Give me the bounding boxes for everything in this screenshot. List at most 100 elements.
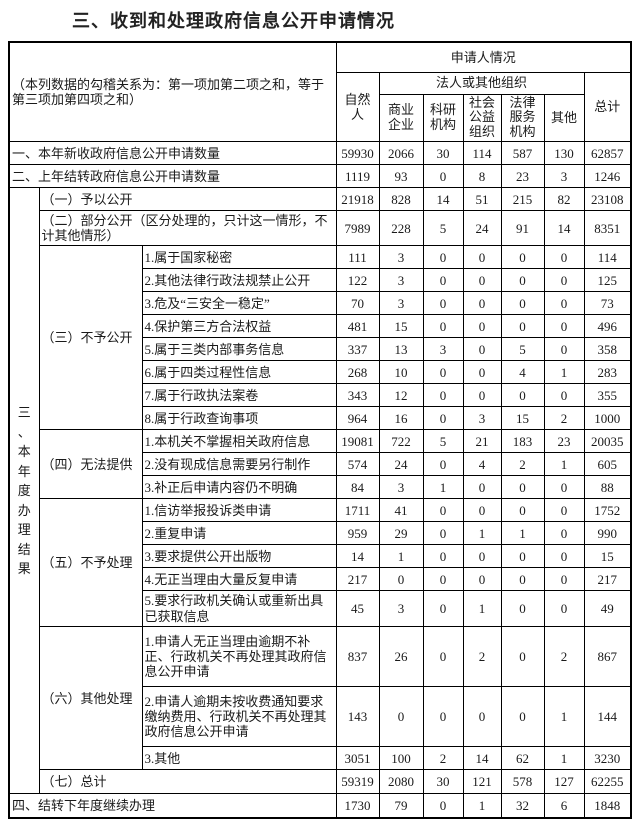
- value-cell: 59930: [335, 141, 380, 166]
- value-cell: 12: [378, 383, 424, 408]
- value-cell: 0: [543, 567, 585, 592]
- value-cell: 5: [422, 429, 464, 454]
- table-row: 8.属于行政查询事项 964 16 0 3 15 2 1000: [9, 406, 632, 431]
- item-label: 4.保护第三方合法权益: [141, 314, 337, 339]
- subsection-label-refused: （三）不予公开: [38, 245, 143, 431]
- value-cell: 587: [500, 141, 545, 166]
- table-row: 一、本年新收政府信息公开申请数量 59930 2066 30 114 587 1…: [8, 141, 632, 166]
- value-cell: 0: [500, 686, 545, 748]
- item-label: 2.其他法律行政法规禁止公开: [141, 268, 337, 293]
- value-cell: 2: [422, 746, 464, 771]
- value-cell: 15: [500, 406, 545, 431]
- header-org-type-legal-service: 法律服务机构: [500, 93, 545, 143]
- value-cell: 0: [500, 590, 545, 628]
- item-label: 1.属于国家秘密: [141, 245, 337, 270]
- table-row: （四）无法提供 1.本机关不掌握相关政府信息 19081 722 5 21 18…: [9, 429, 632, 500]
- value-cell: 0: [422, 406, 464, 431]
- value-cell: 3051: [335, 746, 380, 771]
- value-cell: 1: [462, 521, 502, 546]
- value-cell: 2: [462, 626, 502, 688]
- header-legal-or-other-org: 法人或其他组织: [378, 71, 585, 95]
- value-cell: 45: [335, 590, 380, 628]
- subsection-label-unable: （四）无法提供: [38, 429, 143, 500]
- value-cell: 0: [462, 383, 502, 408]
- application-stats-table: （本列数据的勾稽关系为：第一项加第二项之和，等于第三项加第四项之和） 申请人情况…: [8, 41, 633, 819]
- table-row: 二、上年结转政府信息公开申请数量 1119 93 0 8 23 3 1246: [8, 164, 632, 189]
- value-cell: 3: [422, 337, 464, 362]
- value-cell: 20035: [583, 429, 632, 454]
- value-cell: 127: [543, 769, 585, 795]
- value-cell: 0: [543, 314, 585, 339]
- item-label: 6.属于四类过程性信息: [141, 360, 337, 385]
- item-label: 5.要求行政机关确认或重新出具已获取信息: [141, 590, 337, 628]
- value-cell: 0: [462, 544, 502, 569]
- value-cell: 867: [583, 626, 632, 688]
- value-cell: 15: [583, 544, 632, 569]
- item-label: 4.无正当理由大量反复申请: [141, 567, 337, 592]
- header-applicant-situation: 申请人情况: [335, 41, 632, 73]
- value-cell: 0: [462, 475, 502, 500]
- value-cell: 2: [500, 452, 545, 477]
- value-cell: 3: [543, 164, 585, 189]
- value-cell: 0: [500, 475, 545, 500]
- value-cell: 8351: [583, 210, 632, 247]
- table-row: 3.危及“三安全一稳定” 70 3 0 0 0 0 73: [9, 291, 632, 316]
- value-cell: 4: [462, 452, 502, 477]
- value-cell: 7989: [335, 210, 380, 247]
- value-cell: 0: [422, 567, 464, 592]
- value-cell: 1000: [583, 406, 632, 431]
- value-cell: 337: [335, 337, 380, 362]
- value-cell: 0: [462, 567, 502, 592]
- value-cell: 3: [378, 475, 424, 500]
- value-cell: 88: [583, 475, 632, 500]
- header-org-type-public-welfare: 社会公益组织: [462, 93, 502, 143]
- value-cell: 125: [583, 268, 632, 293]
- value-cell: 481: [335, 314, 380, 339]
- value-cell: 26: [378, 626, 424, 688]
- value-cell: 144: [583, 686, 632, 748]
- value-cell: 0: [422, 291, 464, 316]
- item-label: 1.本机关不掌握相关政府信息: [141, 429, 337, 454]
- value-cell: 32: [500, 793, 545, 819]
- value-cell: 0: [500, 245, 545, 270]
- table-row: 3.要求提供公开出版物 14 1 0 0 0 0 15: [9, 544, 632, 569]
- header-total: 总计: [583, 71, 632, 143]
- value-cell: 1: [462, 793, 502, 819]
- item-label: 1.申请人无正当理由逾期不补正、行政机关不再处理其政府信息公开申请: [141, 626, 337, 688]
- header-org-type-label: 社会公益组织: [469, 94, 496, 140]
- value-cell: 0: [500, 498, 545, 523]
- table-row: 自然人 法人或其他组织 总计: [9, 71, 632, 143]
- value-cell: 1: [543, 686, 585, 748]
- header-natural-person: 自然人: [335, 71, 380, 143]
- value-cell: 0: [543, 383, 585, 408]
- row-label-new-applications: 一、本年新收政府信息公开申请数量: [8, 141, 337, 166]
- value-cell: 91: [500, 210, 545, 247]
- table-row: （二）部分公开（区分处理的，只计这一情形，不计其他情形） 7989 228 5 …: [9, 210, 632, 247]
- section-label-this-year-results: 三、本年度办理结果: [8, 187, 40, 795]
- table-row: 6.属于四类过程性信息 268 10 0 0 4 1 283: [9, 360, 632, 385]
- value-cell: 355: [583, 383, 632, 408]
- value-cell: 0: [500, 314, 545, 339]
- value-cell: 3230: [583, 746, 632, 771]
- value-cell: 0: [462, 337, 502, 362]
- value-cell: 0: [543, 268, 585, 293]
- value-cell: 0: [462, 291, 502, 316]
- value-cell: 24: [462, 210, 502, 247]
- value-cell: 16: [378, 406, 424, 431]
- value-cell: 0: [462, 314, 502, 339]
- table-row: 三、本年度办理结果 （一）予以公开 21918 828 14 51 215 82…: [8, 187, 632, 795]
- value-cell: 828: [378, 187, 424, 212]
- value-cell: 2080: [378, 769, 424, 795]
- value-cell: 0: [500, 291, 545, 316]
- table-row: 5.属于三类内部事务信息 337 13 3 0 5 0 358: [9, 337, 632, 362]
- value-cell: 0: [500, 567, 545, 592]
- value-cell: 283: [583, 360, 632, 385]
- value-cell: 0: [543, 521, 585, 546]
- item-label: 3.其他: [141, 746, 337, 771]
- table-row: （本列数据的勾稽关系为：第一项加第二项之和，等于第三项加第四项之和） 申请人情况: [8, 41, 632, 143]
- value-cell: 59319: [335, 769, 380, 795]
- row-label-carry-to-next-year: 四、结转下年度继续办理: [8, 793, 337, 819]
- value-cell: 0: [543, 337, 585, 362]
- item-label: 2.没有现成信息需要另行制作: [141, 452, 337, 477]
- value-cell: 5: [500, 337, 545, 362]
